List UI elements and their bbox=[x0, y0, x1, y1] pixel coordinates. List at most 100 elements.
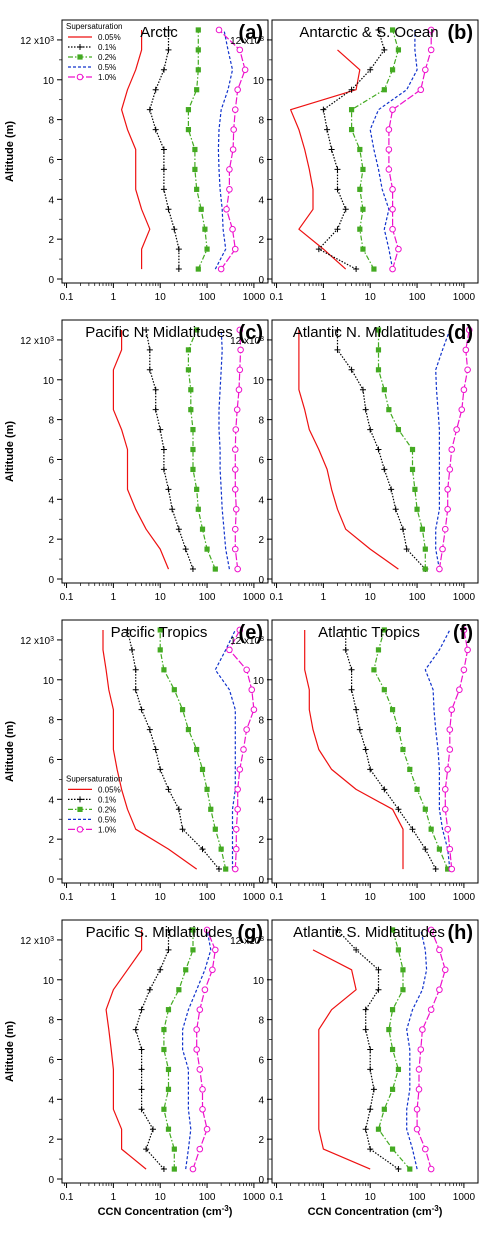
data-point bbox=[208, 806, 214, 812]
data-point bbox=[171, 1166, 177, 1172]
data-point bbox=[448, 446, 456, 453]
data-point bbox=[165, 206, 172, 213]
x-tick-label: 1000 bbox=[453, 292, 476, 303]
y-tick-label: 8 bbox=[48, 1016, 54, 1027]
series-0.5% bbox=[424, 629, 451, 870]
data-point bbox=[182, 546, 189, 553]
data-point bbox=[460, 626, 468, 634]
y-tick-label: 8 bbox=[258, 116, 264, 127]
y-tick-label: 0 bbox=[258, 575, 264, 586]
y-tick-label: 2 bbox=[258, 235, 264, 246]
data-point bbox=[446, 845, 454, 853]
data-point bbox=[389, 707, 396, 713]
panel-title: Antarctic & S. Ocean bbox=[299, 24, 438, 41]
data-point bbox=[334, 326, 341, 333]
x-tick-label: 1 bbox=[321, 892, 327, 903]
x-tick-label: 1 bbox=[321, 592, 327, 603]
series-line bbox=[369, 30, 418, 270]
data-point bbox=[422, 66, 429, 74]
panel-letter: (g) bbox=[237, 922, 263, 944]
series-line bbox=[290, 49, 361, 270]
data-point bbox=[448, 706, 456, 713]
data-point bbox=[195, 266, 201, 272]
data-point bbox=[165, 1066, 172, 1073]
data-point bbox=[132, 686, 139, 693]
data-point bbox=[375, 347, 382, 353]
y-tick-label: 12 x103 bbox=[20, 935, 54, 947]
legend-marker bbox=[76, 73, 84, 81]
legend-entry: 0.1% bbox=[98, 795, 116, 804]
x-tick-label: 100 bbox=[199, 292, 216, 303]
x-tick-label: 100 bbox=[199, 892, 216, 903]
data-point bbox=[194, 186, 200, 192]
data-point bbox=[381, 1106, 387, 1112]
series-1.0% bbox=[231, 326, 244, 573]
data-point bbox=[422, 566, 428, 572]
x-tick-label: 0.1 bbox=[60, 592, 74, 603]
data-point bbox=[161, 1106, 167, 1112]
series-1.0% bbox=[441, 626, 471, 873]
plot-frame bbox=[271, 919, 479, 1184]
data-point bbox=[143, 326, 150, 333]
data-point bbox=[389, 1086, 396, 1092]
data-point bbox=[199, 846, 206, 853]
data-point bbox=[432, 866, 439, 873]
x-tick-label: 1 bbox=[111, 592, 117, 603]
series-1.0% bbox=[385, 26, 435, 273]
data-point bbox=[193, 1046, 200, 1053]
y-tick-label: 4 bbox=[48, 495, 54, 506]
x-tick-label: 100 bbox=[199, 592, 216, 603]
data-point bbox=[232, 825, 240, 833]
y-tick-label: 2 bbox=[48, 835, 54, 846]
data-point bbox=[146, 366, 153, 373]
data-point bbox=[185, 347, 192, 353]
data-point bbox=[367, 1106, 374, 1113]
y-tick-label: 10 bbox=[253, 76, 265, 87]
series-0.1% bbox=[132, 926, 172, 1173]
series-line bbox=[214, 629, 236, 870]
data-point bbox=[165, 46, 172, 53]
y-tick-label: 2 bbox=[48, 535, 54, 546]
y-tick-label: 8 bbox=[258, 416, 264, 427]
data-point bbox=[370, 1086, 377, 1093]
data-point bbox=[160, 1166, 167, 1173]
series-0.1% bbox=[342, 626, 439, 873]
plot-frame bbox=[61, 619, 269, 884]
x-tick-label: 1000 bbox=[243, 1192, 266, 1203]
data-point bbox=[395, 947, 402, 953]
series-1.0% bbox=[226, 626, 258, 873]
data-point bbox=[348, 107, 355, 113]
data-point bbox=[385, 166, 393, 173]
data-point bbox=[389, 106, 396, 113]
y-tick-label: 8 bbox=[48, 716, 54, 727]
data-point bbox=[389, 27, 396, 33]
data-point bbox=[427, 1165, 435, 1173]
data-point bbox=[240, 746, 247, 753]
data-point bbox=[458, 406, 466, 413]
y-tick-label: 12 x103 bbox=[230, 35, 264, 47]
data-point bbox=[217, 265, 225, 273]
y-tick-label: 2 bbox=[48, 1135, 54, 1146]
data-point bbox=[427, 26, 435, 34]
data-point bbox=[381, 387, 387, 393]
data-point bbox=[342, 626, 349, 633]
data-point bbox=[362, 746, 369, 753]
series-1.0% bbox=[413, 926, 449, 1173]
y-tick-label: 10 bbox=[43, 376, 55, 387]
x-tick-label: 10 bbox=[365, 892, 377, 903]
data-point bbox=[226, 186, 233, 193]
data-point bbox=[229, 146, 237, 153]
data-point bbox=[212, 946, 219, 954]
data-point bbox=[231, 106, 239, 113]
series-line bbox=[435, 329, 451, 570]
data-point bbox=[357, 186, 363, 192]
data-point bbox=[441, 805, 449, 813]
data-point bbox=[427, 46, 435, 54]
series-line bbox=[145, 329, 194, 570]
y-tick-label: 10 bbox=[253, 976, 265, 987]
data-point bbox=[161, 1026, 167, 1033]
x-tick-label: 10 bbox=[155, 892, 167, 903]
series-line bbox=[159, 630, 227, 870]
data-point bbox=[465, 326, 473, 334]
